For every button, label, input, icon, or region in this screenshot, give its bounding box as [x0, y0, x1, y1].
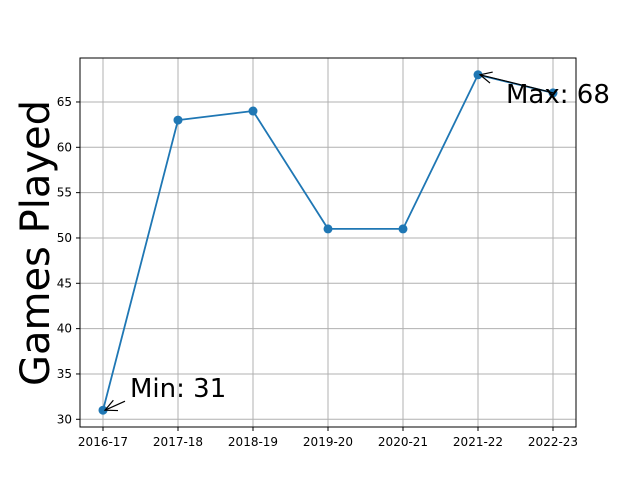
annotation-arrow [479, 74, 554, 94]
axis-ticks: 2016-17 2017-18 2018-19 2019-20 2020-21 2021-… [57, 95, 578, 449]
y-tick-label: 40 [57, 322, 72, 336]
grid [80, 58, 576, 427]
x-tick-label: 2019-20 [303, 435, 353, 449]
annotation-label: Min: 31 [130, 374, 226, 404]
x-tick-label: 2017-18 [153, 435, 203, 449]
data-point [548, 88, 558, 98]
x-tick-label: 2022-23 [528, 435, 578, 449]
series-layer [98, 70, 558, 415]
y-tick-label: 45 [57, 276, 72, 290]
x-tick-label: 2016-17 [78, 435, 128, 449]
data-point [398, 224, 408, 234]
annotation-arrowhead [103, 399, 119, 412]
y-tick-label: 55 [57, 186, 72, 200]
x-tick-label: 2021-22 [453, 435, 503, 449]
y-axis-label: Games Played [13, 100, 59, 386]
annotations: Min: 31 Max: 68 [103, 71, 610, 412]
y-tick-label: 50 [57, 231, 72, 245]
data-point [173, 115, 183, 125]
x-tick-label: 2018-19 [228, 435, 278, 449]
y-tick-label: 35 [57, 367, 72, 381]
annotation-label: Max: 68 [506, 80, 610, 110]
annotation-arrowhead [478, 71, 493, 84]
y-tick-label: 30 [57, 412, 72, 426]
data-point [323, 224, 333, 234]
y-tick-label: 65 [57, 95, 72, 109]
data-point [248, 106, 258, 116]
annotation-arrow [104, 400, 126, 411]
data-point [98, 405, 108, 415]
y-tick-label: 60 [57, 140, 72, 154]
data-point [473, 70, 483, 80]
x-tick-label: 2020-21 [378, 435, 428, 449]
